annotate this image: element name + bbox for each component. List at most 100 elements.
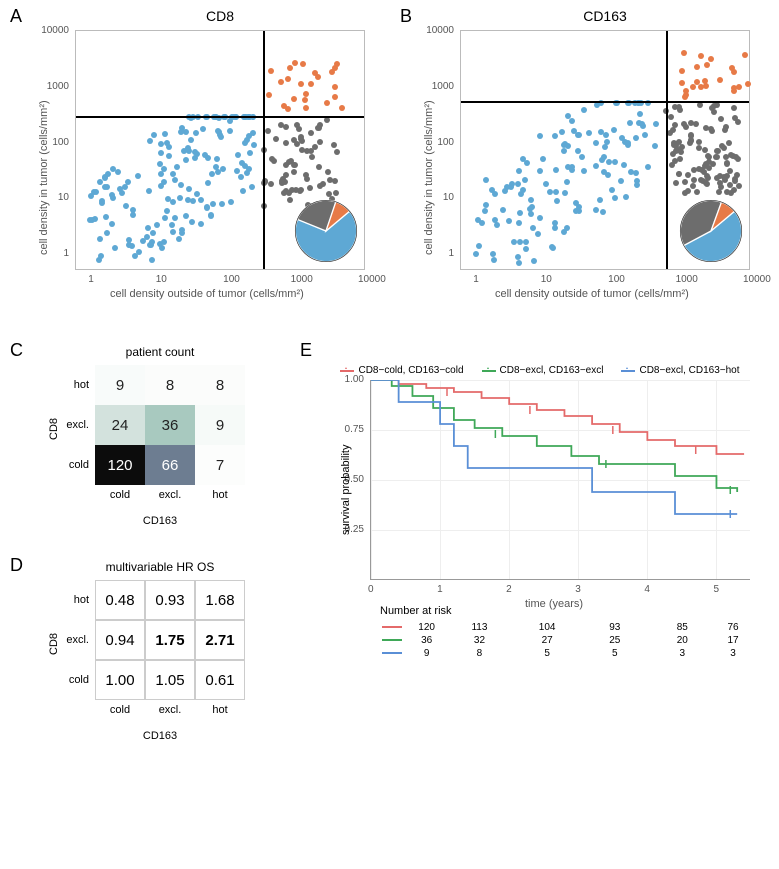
scatter-point	[691, 177, 697, 183]
scatter-point	[722, 127, 728, 133]
scatter-point	[685, 172, 691, 178]
scatter-point	[285, 76, 291, 82]
scatter-point	[677, 156, 683, 162]
panel-c-yaxis: CD8	[48, 418, 60, 440]
scatter-point	[476, 243, 482, 249]
heat-row-label: cold	[55, 445, 95, 485]
risk-cell: 85	[649, 621, 717, 634]
scatter-point	[339, 105, 345, 111]
scatter-point	[315, 74, 321, 80]
scatter-point	[170, 229, 176, 235]
scatter-point	[161, 166, 167, 172]
scatter-point	[516, 260, 522, 266]
scatter-point	[731, 105, 737, 111]
scatter-point	[268, 68, 274, 74]
scatter-point	[238, 174, 244, 180]
scatter-point	[575, 148, 581, 154]
scatter-point	[283, 124, 289, 130]
panel-c-title: patient count	[55, 345, 265, 359]
scatter-point	[612, 159, 618, 165]
scatter-point	[736, 183, 742, 189]
risk-cell: 113	[446, 621, 514, 634]
heat-cell: 2.71	[195, 620, 245, 660]
scatter-point	[653, 121, 659, 127]
heat-cell: 9	[195, 405, 245, 445]
scatter-point	[530, 225, 536, 231]
scatter-point	[623, 194, 629, 200]
scatter-point	[553, 167, 559, 173]
scatter-point	[676, 104, 682, 110]
scatter-point	[240, 188, 246, 194]
panel-b-xlabel: cell density outside of tumor (cells/mm²…	[495, 288, 689, 300]
scatter-point	[708, 56, 714, 62]
heat-row-label: excl.	[55, 620, 95, 660]
scatter-point	[283, 162, 289, 168]
scatter-point	[96, 257, 102, 263]
scatter-point	[149, 257, 155, 263]
scatter-point	[334, 149, 340, 155]
scatter-point	[147, 242, 153, 248]
scatter-point	[639, 121, 645, 127]
scatter-point	[177, 195, 183, 201]
scatter-point	[109, 221, 115, 227]
risk-cell: 27	[513, 634, 581, 647]
scatter-point	[735, 156, 741, 162]
scatter-point	[515, 181, 521, 187]
scatter-point	[694, 64, 700, 70]
risk-cell: 76	[716, 621, 750, 634]
scatter-point	[102, 174, 108, 180]
scatter-point	[103, 214, 109, 220]
scatter-point	[593, 163, 599, 169]
scatter-point	[540, 156, 546, 162]
scatter-point	[278, 79, 284, 85]
scatter-point	[204, 205, 210, 211]
risk-cell: 36	[408, 634, 446, 647]
panel-b-title: CD163	[460, 8, 750, 24]
heat-cell: 0.94	[95, 620, 145, 660]
scatter-point	[325, 169, 331, 175]
scatter-point	[278, 122, 284, 128]
scatter-point	[600, 209, 606, 215]
scatter-point	[679, 80, 685, 86]
heat-cell: 1.75	[145, 620, 195, 660]
heat-cell: 8	[195, 365, 245, 405]
scatter-point	[621, 162, 627, 168]
scatter-point	[247, 150, 253, 156]
scatter-point	[198, 197, 204, 203]
scatter-point	[601, 169, 607, 175]
heat-cell: 0.93	[145, 580, 195, 620]
scatter-point	[575, 132, 581, 138]
scatter-point	[185, 197, 191, 203]
scatter-point	[283, 140, 289, 146]
scatter-point	[704, 62, 710, 68]
panel-b-scatter: 110100100010000110100100010000	[460, 30, 750, 270]
risk-cell: 9	[408, 647, 446, 660]
scatter-point	[119, 190, 125, 196]
scatter-point	[169, 222, 175, 228]
heat-row-label: hot	[55, 365, 95, 405]
scatter-point	[717, 77, 723, 83]
scatter-point	[492, 191, 498, 197]
scatter-point	[511, 239, 517, 245]
scatter-point	[158, 171, 164, 177]
scatter-point	[291, 169, 297, 175]
scatter-point	[703, 180, 709, 186]
scatter-point	[303, 105, 309, 111]
scatter-point	[158, 150, 164, 156]
scatter-point	[561, 142, 567, 148]
scatter-point	[158, 141, 164, 147]
risk-cell: 32	[446, 634, 514, 647]
scatter-point	[724, 189, 730, 195]
scatter-point	[645, 164, 651, 170]
scatter-point	[251, 142, 257, 148]
scatter-point	[714, 148, 720, 154]
scatter-point	[202, 152, 208, 158]
scatter-point	[586, 130, 592, 136]
scatter-point	[115, 169, 121, 175]
heat-row-label: excl.	[55, 405, 95, 445]
scatter-point	[174, 164, 180, 170]
scatter-point	[303, 91, 309, 97]
scatter-point	[287, 65, 293, 71]
scatter-point	[192, 155, 198, 161]
scatter-point	[186, 148, 192, 154]
